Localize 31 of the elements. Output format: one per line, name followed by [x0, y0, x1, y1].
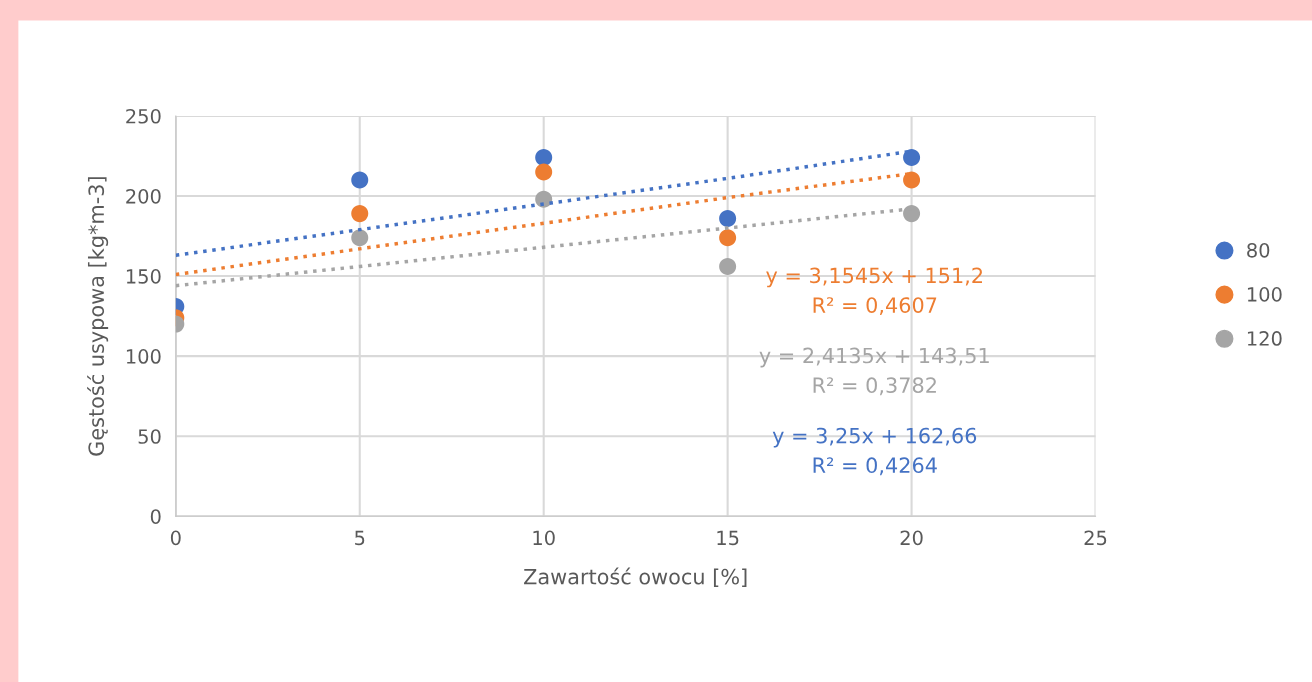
x-tick-label: 5 [355, 530, 365, 546]
point [903, 149, 921, 167]
point [719, 257, 737, 275]
legend-label: 80 [1247, 242, 1270, 258]
x-tick-label: 25 [1084, 530, 1107, 546]
point [535, 163, 553, 181]
legend-label: 120 [1247, 331, 1282, 346]
point [903, 171, 921, 189]
y-tick-label: 50 [138, 429, 161, 444]
legend-label: 100 [1247, 287, 1282, 302]
x-tick-label: 15 [717, 530, 739, 546]
point [719, 229, 737, 247]
annotation: y = 3,25x + 162,66 R² = 0,4264 [772, 427, 977, 476]
y-tick-label: 150 [126, 269, 161, 284]
x-tick-label: 10 [533, 530, 555, 546]
point [903, 205, 921, 223]
point [351, 171, 369, 189]
y-tick-label: 250 [126, 108, 161, 124]
point [719, 209, 737, 227]
y-tick-label: 200 [126, 188, 161, 204]
y-axis-title: Gęstość usypowa [kg*m-3] [87, 177, 109, 456]
point [351, 205, 369, 223]
x-tick-label: 20 [900, 530, 923, 546]
y-tick-label: 100 [126, 349, 161, 364]
point [535, 149, 553, 167]
point [351, 229, 369, 247]
x-tick-label: 0 [170, 530, 181, 546]
annotation: y = 3,1545x + 151,2 R² = 0,4607 [766, 267, 982, 316]
annotation: y = 2,4135x + 143,51 R² = 0,3782 [759, 347, 989, 396]
y-tick-label: 0 [150, 509, 161, 524]
x-axis-title: Zawartość owocu [%] [524, 567, 747, 587]
